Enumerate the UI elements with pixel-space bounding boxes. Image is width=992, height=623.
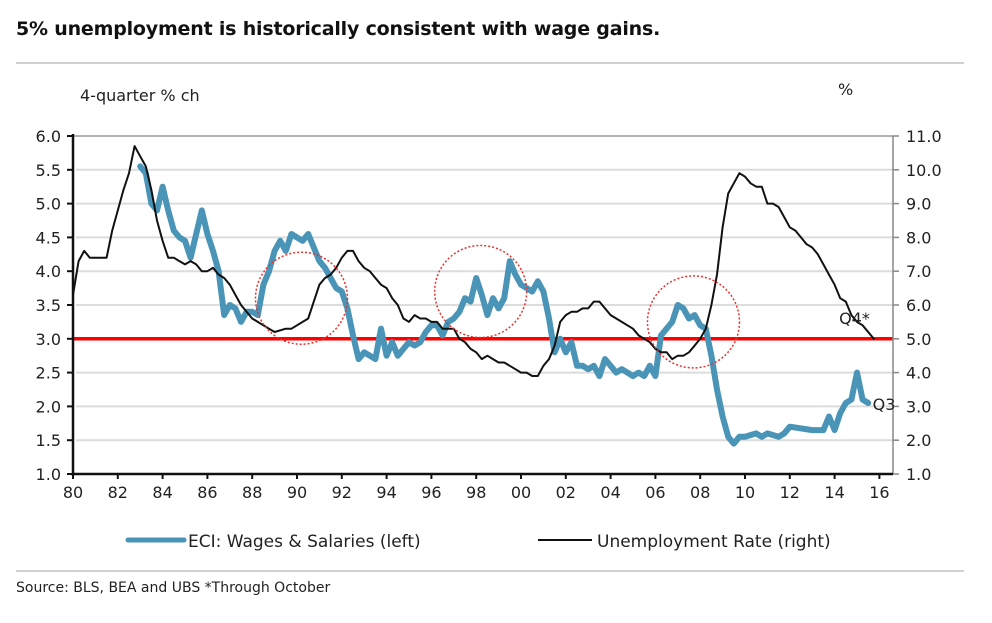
highlight-circle	[433, 244, 528, 339]
right-axis-label: %	[838, 80, 854, 99]
right-tick-label: 2.0	[906, 431, 931, 450]
x-tick-label: 10	[735, 483, 755, 502]
x-tick-label: 02	[556, 483, 576, 502]
left-tick-label: 1.5	[36, 431, 61, 450]
left-tick-label: 4.5	[36, 228, 61, 247]
highlight-circles	[254, 244, 741, 369]
highlight-circle	[254, 251, 349, 345]
x-tick-label: 16	[869, 483, 889, 502]
title-divider	[16, 62, 964, 64]
right-tick-label: 6.0	[906, 296, 931, 315]
series-line-eci	[137, 163, 872, 447]
x-tick-label: 94	[376, 483, 396, 502]
x-tick-label: 12	[780, 483, 800, 502]
highlight-circle	[646, 275, 741, 369]
right-tick-label: 8.0	[906, 228, 931, 247]
x-tick-label: 98	[466, 483, 486, 502]
x-tick-label: 90	[287, 483, 307, 502]
chart-title: 5% unemployment is historically consiste…	[16, 18, 661, 40]
right-tick-label: 3.0	[906, 397, 931, 416]
annotation-q3: Q3	[873, 395, 896, 414]
source-note: Source: BLS, BEA and UBS *Through Octobe…	[16, 580, 331, 596]
x-tick-label: 86	[197, 483, 217, 502]
right-tick-label: 11.0	[906, 127, 942, 146]
x-tick-label: 14	[824, 483, 844, 502]
left-tick-label: 3.0	[36, 330, 61, 349]
left-tick-label: 6.0	[36, 127, 61, 146]
series-line-unemployment	[72, 145, 875, 377]
legend-label-eci: ECI: Wages & Salaries (left)	[188, 532, 421, 552]
left-tick-label: 5.0	[36, 195, 61, 214]
left-tick-label: 3.5	[36, 296, 61, 315]
x-tick-label: 00	[511, 483, 531, 502]
left-tick-label: 2.0	[36, 397, 61, 416]
right-tick-label: 10.0	[906, 161, 942, 180]
x-tick-label: 08	[690, 483, 710, 502]
right-tick-label: 4.0	[906, 364, 931, 383]
legend-label-unemployment: Unemployment Rate (right)	[597, 532, 831, 552]
axes: 1.0 1.5 2.0 2.5 3.0 3.5 4.0 4.5 5.0 5.5 6.0 1.0 2.0 3…	[36, 127, 942, 502]
left-tick-label: 5.5	[36, 161, 61, 180]
x-tick-label: 92	[332, 483, 352, 502]
right-tick-label: 1.0	[906, 465, 931, 484]
left-tick-label: 2.5	[36, 364, 61, 383]
left-axis-label: 4-quarter % ch	[80, 86, 200, 105]
right-tick-label: 9.0	[906, 195, 931, 214]
x-tick-label: 80	[63, 483, 83, 502]
left-tick-label: 4.0	[36, 262, 61, 281]
series-group	[72, 145, 875, 447]
x-tick-label: 96	[421, 483, 441, 502]
x-tick-label: 04	[600, 483, 620, 502]
right-tick-label: 5.0	[906, 330, 931, 349]
annotation-q4: Q4*	[839, 309, 870, 328]
x-tick-label: 06	[645, 483, 665, 502]
right-tick-label: 7.0	[906, 262, 931, 281]
x-tick-label: 88	[242, 483, 262, 502]
source-divider	[16, 570, 964, 572]
annotations: Q4* Q3	[839, 309, 895, 414]
x-tick-label: 84	[152, 483, 172, 502]
legend: ECI: Wages & Salaries (left) Unemploymen…	[125, 532, 831, 552]
left-tick-label: 1.0	[36, 465, 61, 484]
x-tick-label: 82	[108, 483, 128, 502]
